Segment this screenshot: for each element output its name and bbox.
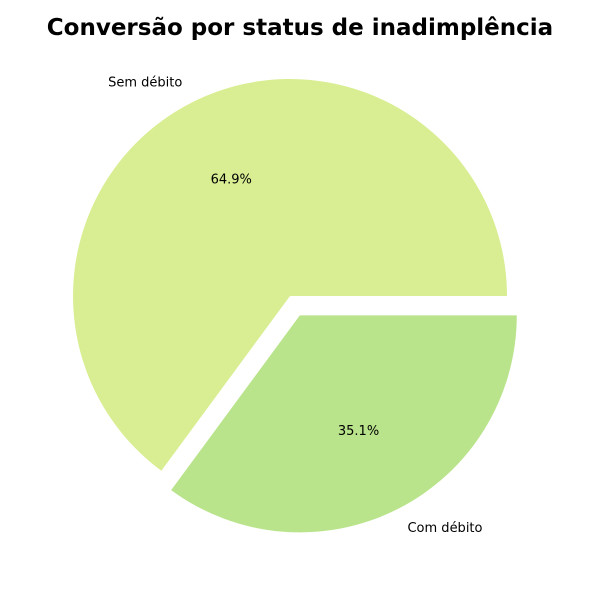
- pie-slices: [72, 78, 517, 533]
- pie-slice-0: [72, 78, 508, 471]
- pie-slice-1: [171, 315, 517, 533]
- chart-title: Conversão por status de inadimplência: [47, 15, 553, 41]
- pie-slice-label-1: Com débito: [407, 521, 482, 536]
- pie-slice-label-0: Sem débito: [108, 75, 182, 90]
- pie-pct-label-0: 64.9%: [211, 172, 252, 187]
- pie-labels: 64.9% Sem débito 35.1% Com débito: [108, 75, 482, 535]
- pie-pct-label-1: 35.1%: [338, 424, 379, 439]
